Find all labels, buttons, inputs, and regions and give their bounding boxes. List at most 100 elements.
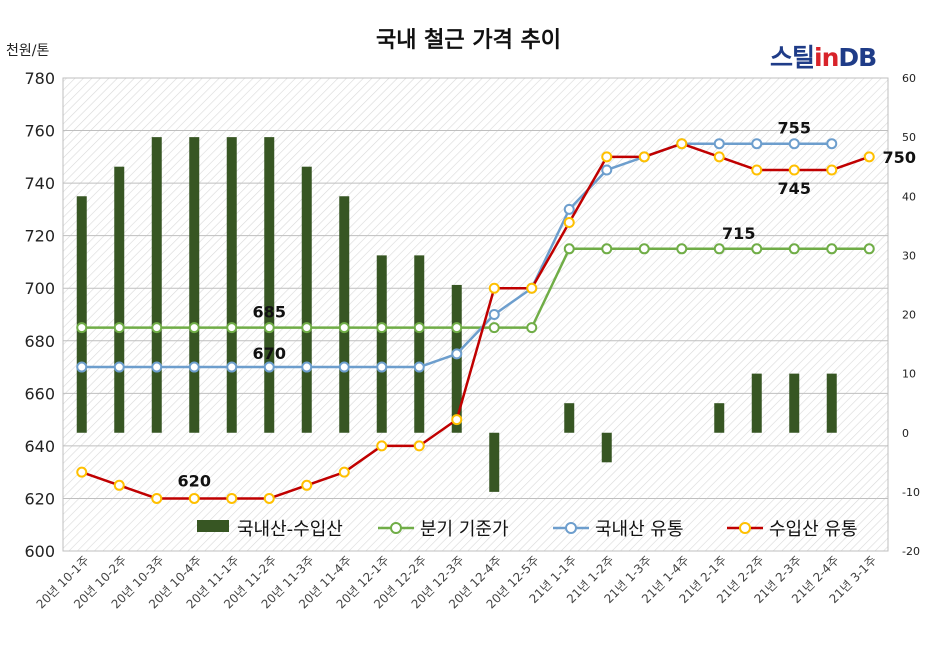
data-label: 715 — [722, 224, 755, 243]
data-point — [826, 243, 838, 255]
data-point — [751, 243, 763, 255]
data-point — [301, 361, 313, 373]
data-point — [413, 440, 425, 452]
legend-marker — [390, 522, 402, 534]
data-point — [188, 322, 200, 334]
bar — [714, 403, 725, 433]
bar — [264, 137, 275, 433]
y-left-tick-label: 640 — [24, 437, 55, 456]
y-right-tick-label: 50 — [902, 131, 916, 144]
data-point — [226, 361, 238, 373]
data-point — [301, 322, 313, 334]
data-point — [413, 322, 425, 334]
data-point — [526, 282, 538, 294]
data-point — [826, 164, 838, 176]
y-left-tick-label: 740 — [24, 174, 55, 193]
data-point — [301, 479, 313, 491]
data-point — [788, 164, 800, 176]
y-right-tick-label: 30 — [902, 249, 916, 262]
data-point — [601, 243, 613, 255]
legend-swatch — [197, 520, 229, 532]
bar — [76, 196, 87, 433]
data-point — [863, 243, 875, 255]
data-point — [188, 492, 200, 504]
series-line — [81, 142, 870, 500]
bar — [114, 166, 125, 433]
data-point — [563, 243, 575, 255]
data-point — [563, 217, 575, 229]
data-point — [376, 440, 388, 452]
data-label: 670 — [253, 344, 286, 363]
legend-label: 국내산 유통 — [595, 519, 684, 540]
data-point — [713, 151, 725, 163]
bar — [489, 432, 500, 492]
data-point — [76, 322, 88, 334]
y-left-tick-label: 700 — [24, 279, 55, 298]
data-point — [451, 348, 463, 360]
data-point — [713, 138, 725, 150]
data-point — [451, 414, 463, 426]
data-point — [751, 138, 763, 150]
bar — [601, 432, 612, 463]
legend-label: 분기 기준가 — [420, 519, 509, 540]
data-point — [263, 361, 275, 373]
y-left-tick-label: 720 — [24, 227, 55, 246]
data-point — [638, 151, 650, 163]
data-point — [76, 466, 88, 478]
data-point — [376, 322, 388, 334]
y-right-tick-label: 20 — [902, 309, 916, 322]
data-label: 745 — [778, 179, 811, 198]
y-axis-unit: 천원/톤 — [6, 43, 50, 59]
legend-label: 국내산-수입산 — [237, 519, 343, 540]
y-right-tick-label: 40 — [902, 190, 916, 203]
data-point — [113, 479, 125, 491]
data-point — [601, 151, 613, 163]
y-left-tick-label: 620 — [24, 489, 55, 508]
data-point — [451, 322, 463, 334]
data-label: 620 — [178, 471, 211, 490]
legend-marker — [739, 522, 751, 534]
legend-label: 수입산 유통 — [769, 519, 858, 540]
data-point — [638, 243, 650, 255]
y-left-tick-label: 780 — [24, 69, 55, 88]
data-point — [263, 492, 275, 504]
logo-part-1: 스틸 — [770, 43, 815, 72]
plot-area — [62, 77, 889, 552]
bar — [151, 137, 162, 433]
data-point — [226, 492, 238, 504]
bar — [564, 403, 575, 433]
data-label: 750 — [883, 148, 916, 167]
data-point — [563, 203, 575, 215]
steelindb-logo: 스틸inDB — [770, 38, 877, 74]
data-point — [488, 309, 500, 320]
data-point — [788, 243, 800, 255]
bar — [189, 137, 200, 433]
y-right-tick-label: 0 — [902, 427, 909, 440]
data-point — [413, 361, 425, 373]
data-point — [113, 322, 125, 334]
data-point — [863, 151, 875, 163]
data-label: 685 — [253, 303, 286, 322]
data-point — [713, 243, 725, 255]
logo-part-3: DB — [838, 43, 877, 72]
data-point — [788, 138, 800, 150]
y-right-tick-label: -10 — [902, 486, 920, 499]
data-point — [601, 164, 613, 176]
data-label: 755 — [778, 119, 811, 138]
bar — [826, 373, 837, 433]
logo-part-2: in — [814, 43, 839, 72]
y-left-tick-label: 660 — [24, 384, 55, 403]
data-point — [151, 322, 163, 334]
data-point — [338, 322, 350, 334]
data-point — [751, 164, 763, 176]
data-point — [263, 322, 275, 334]
y-left-tick-label: 760 — [24, 122, 55, 141]
bar — [301, 166, 312, 433]
data-point — [338, 361, 350, 373]
data-point — [338, 466, 350, 478]
series-line — [81, 247, 870, 329]
data-point — [226, 322, 238, 334]
data-point — [826, 138, 838, 150]
